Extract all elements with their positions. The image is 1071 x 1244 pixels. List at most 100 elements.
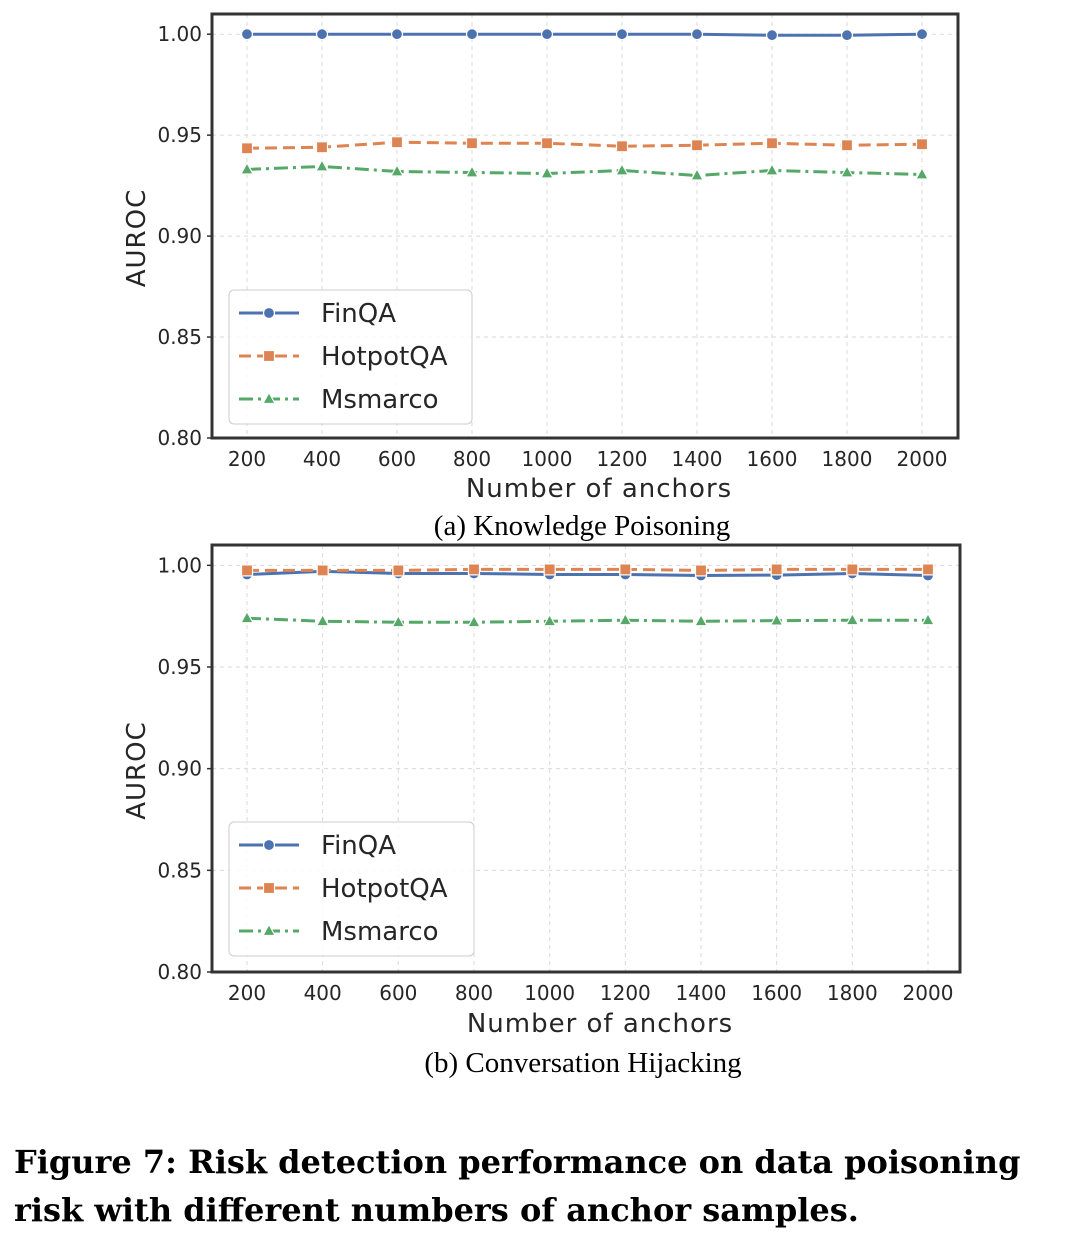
x-tick-label: 1600 [747,447,798,471]
legend-label-finqa: FinQA [321,831,396,861]
legend-marker-hotpotqa [262,881,276,895]
legend-marker-msmarco [261,923,277,937]
x-tick-label: 1800 [827,981,878,1005]
data-point-hotpotqa [765,137,779,150]
x-tick-label: 2000 [903,981,954,1005]
x-tick-label: 1600 [751,981,802,1005]
data-point-msmarco [464,164,480,178]
series-finqa [240,28,929,42]
data-point-finqa [465,28,479,41]
data-point-hotpotqa [467,563,481,576]
data-point-hotpotqa [615,140,629,153]
series-msmarco [239,158,930,181]
data-point-finqa [540,28,554,41]
y-tick-label: 0.95 [157,655,202,679]
data-point-hotpotqa [316,564,329,577]
x-tick-label: 1200 [600,981,651,1005]
legend-marker-finqa [262,838,276,852]
x-axis-label: Number of anchors [466,474,732,504]
x-tick-label: 600 [379,981,417,1005]
data-point-msmarco [839,164,855,178]
data-point-hotpotqa [240,142,254,155]
series-line-finqa [247,32,923,37]
series-line-hotpotqa [247,567,928,572]
y-tick-label: 0.95 [157,123,202,147]
x-tick-label: 1800 [822,447,873,471]
data-point-hotpotqa [543,563,556,576]
x-tick-label: 1200 [597,447,648,471]
series-line-msmarco [246,164,923,178]
data-point-hotpotqa [619,563,632,576]
data-point-finqa [615,28,629,41]
data-point-msmarco [389,163,405,177]
y-tick-label: 1.00 [157,22,202,46]
data-point-hotpotqa [390,136,404,149]
y-tick-label: 0.85 [157,858,202,882]
data-point-finqa [765,29,779,42]
data-point-msmarco [391,614,406,628]
x-tick-label: 1400 [672,447,723,471]
data-point-msmarco [693,613,709,627]
data-point-hotpotqa [540,137,554,150]
series-msmarco [239,610,936,628]
y-tick-label: 0.85 [157,325,202,349]
data-point-hotpotqa [690,139,704,152]
series-line-msmarco [246,616,928,624]
y-tick-label: 0.90 [157,224,202,248]
data-point-msmarco [920,612,936,626]
legend: FinQA HotpotQA Msmarco [228,821,475,957]
x-tick-label: 1400 [676,981,727,1005]
data-point-msmarco [239,610,255,624]
data-point-hotpotqa [240,564,254,577]
data-point-msmarco [614,162,630,176]
subcaption: (a) Knowledge Poisoning [434,510,730,542]
series-hotpotqa [240,563,935,577]
data-point-hotpotqa [465,137,479,150]
series-hotpotqa [240,136,929,155]
x-tick-label: 1000 [524,981,575,1005]
data-point-msmarco [239,161,255,175]
figure-caption: Figure 7: Risk detection performance on … [14,1143,1021,1229]
legend: FinQA HotpotQA Msmarco [228,289,473,425]
data-point-msmarco [764,162,780,176]
chart-b: 0.80 0.85 0.90 0.95 1.00 200 400 600 800 1000 1200… [122,543,962,1079]
figure: 0.80 0.85 0.90 0.95 1.00 200 400 600 800 1000 1200… [122,12,962,1079]
series-line-hotpotqa [246,140,923,150]
data-point-hotpotqa [915,138,929,151]
x-tick-label: 200 [228,981,266,1005]
data-point-msmarco [542,613,557,627]
legend-label-hotpotqa: HotpotQA [321,874,448,904]
subcaption: (b) Conversation Hijacking [424,1047,741,1079]
x-tick-label: 800 [455,981,493,1005]
data-point-finqa [690,28,704,41]
data-point-msmarco [689,167,705,181]
data-point-finqa [915,28,929,41]
legend-label-msmarco: Msmarco [321,385,439,415]
y-axis-label: AUROC [122,189,152,288]
plot-frame [210,543,962,974]
x-tick-label: 2000 [897,447,948,471]
x-axis-label: Number of anchors [467,1009,733,1039]
data-point-msmarco [539,165,555,179]
y-tick-label: 0.90 [157,757,202,781]
legend-box [228,289,473,425]
x-tick-label: 200 [228,447,266,471]
data-point-finqa [240,28,254,41]
legend-label-hotpotqa: HotpotQA [321,342,448,372]
data-point-msmarco [618,612,633,626]
chart-a: 0.80 0.85 0.90 0.95 1.00 200 400 600 800 1000 1200… [122,12,960,542]
data-point-hotpotqa [770,563,783,576]
x-tick-label: 1000 [522,447,573,471]
data-point-hotpotqa [846,563,859,576]
x-tick-label: 400 [303,447,341,471]
data-point-finqa [315,28,329,41]
data-point-msmarco [466,614,482,628]
y-tick-label: 1.00 [157,553,202,577]
legend-label-msmarco: Msmarco [321,917,439,947]
data-point-msmarco [845,612,860,626]
data-point-hotpotqa [694,564,708,577]
legend-label-finqa: FinQA [321,299,396,329]
y-axis-label: AUROC [122,721,152,820]
y-tick-label: 0.80 [157,426,202,450]
legend-box [228,821,475,957]
